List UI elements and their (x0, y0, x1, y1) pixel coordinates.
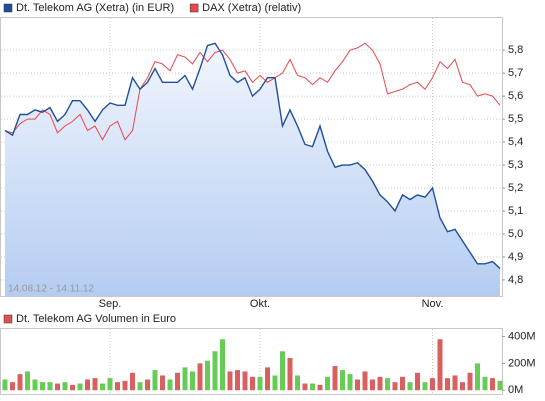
bar (325, 376, 330, 391)
line (4, 42, 501, 141)
legend-swatch (189, 3, 199, 13)
bar (55, 383, 60, 391)
bar (100, 383, 105, 391)
bar (482, 376, 488, 391)
bar (47, 382, 53, 391)
legend-label: Dt. Telekom AG (Xetra) (in EUR) (16, 2, 174, 14)
bar (130, 372, 135, 391)
bar (407, 382, 413, 391)
bar (445, 378, 450, 391)
bar (347, 374, 353, 391)
legend-label: DAX (Xetra) (relativ) (202, 2, 301, 14)
legend-swatch (3, 314, 13, 324)
bar (452, 375, 458, 391)
bar (437, 339, 443, 391)
bar (242, 371, 248, 391)
bar (25, 371, 30, 391)
bar (257, 376, 263, 391)
bar (317, 384, 323, 391)
y-tick-label: 5,1 (508, 205, 523, 217)
bar (377, 376, 383, 391)
bar (340, 370, 345, 391)
y-tick-label: 5,0 (508, 228, 523, 240)
bar (467, 372, 473, 391)
bar (475, 363, 480, 391)
bar (497, 380, 503, 391)
bar (490, 378, 495, 391)
bar (227, 371, 233, 391)
bar (422, 382, 428, 391)
bar (415, 372, 420, 391)
bar (137, 382, 143, 391)
y-tick-label: 4,9 (508, 251, 523, 263)
bar (272, 375, 278, 391)
bar (287, 358, 293, 391)
bar (77, 383, 83, 391)
bar (332, 366, 338, 391)
bar (115, 382, 120, 391)
y-tick-label: 200M (508, 357, 536, 369)
bar (145, 379, 150, 391)
bar (10, 382, 15, 391)
y-tick-label: 400M (508, 330, 536, 342)
y-tick-label: 5,2 (508, 182, 523, 194)
y-tick-label: 5,5 (508, 113, 523, 125)
y-tick-label: 5,4 (508, 136, 523, 148)
x-tick-label: Sep. (99, 298, 122, 310)
bar (160, 375, 165, 391)
y-tick-label: 5,8 (508, 44, 523, 56)
bar (370, 379, 375, 391)
y-tick-label: 5,3 (508, 159, 523, 171)
bar (392, 382, 398, 391)
bar (175, 372, 180, 391)
bar (235, 370, 240, 391)
bar (122, 380, 128, 391)
bar (85, 379, 90, 391)
bar (40, 382, 45, 391)
bar (167, 379, 173, 391)
date-range: 14.08.12 - 14.11.12 (8, 284, 94, 295)
bar (182, 367, 188, 391)
bar (62, 382, 68, 391)
area (5, 43, 500, 296)
bar (190, 371, 195, 391)
bar (400, 376, 405, 391)
bar (70, 384, 75, 391)
bar (212, 351, 218, 391)
legend-label: Dt. Telekom AG Volumen in Euro (16, 313, 176, 325)
bar (385, 378, 390, 391)
y-tick-label: 5,6 (508, 90, 523, 102)
bar (2, 379, 8, 391)
y-tick-label: 5,7 (508, 67, 523, 79)
x-tick-label: Okt. (250, 298, 270, 310)
bar (302, 383, 308, 391)
bar (362, 371, 368, 391)
bar (460, 382, 465, 391)
y-tick-label: 0M (508, 384, 523, 396)
x-tick-label: Nov. (422, 298, 444, 310)
bar (280, 351, 285, 391)
bar (430, 378, 435, 391)
bar (107, 378, 113, 391)
bar (265, 367, 270, 391)
bar (220, 339, 225, 391)
bar (197, 363, 203, 391)
bar (152, 370, 158, 391)
bar (92, 378, 98, 391)
legend-swatch (3, 3, 13, 13)
bar (310, 383, 315, 391)
line (4, 42, 501, 269)
bar (295, 375, 300, 391)
bar (17, 374, 23, 391)
bar (32, 379, 38, 391)
y-tick-label: 4,8 (508, 274, 523, 286)
bar (355, 379, 360, 391)
bar (205, 360, 210, 391)
bar (250, 376, 255, 391)
